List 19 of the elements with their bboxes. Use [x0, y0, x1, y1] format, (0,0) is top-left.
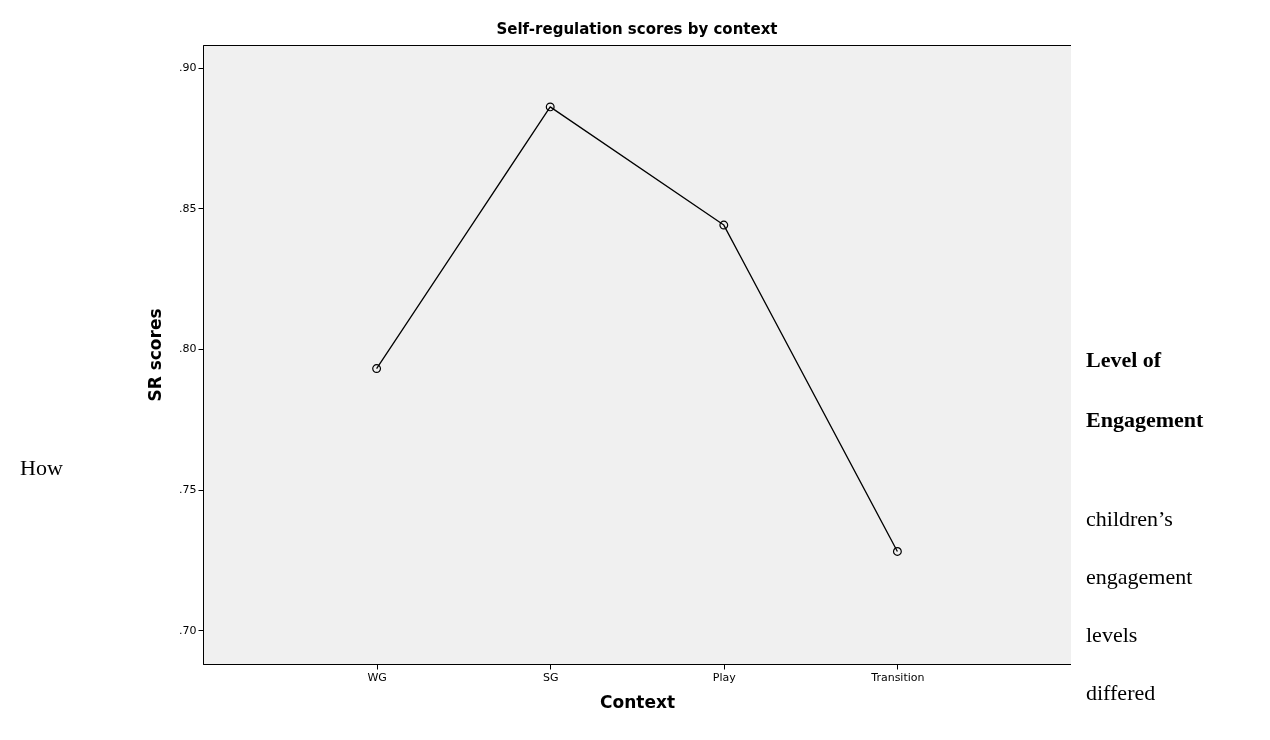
text: How	[20, 455, 63, 481]
text: Level of Engagement	[1086, 347, 1204, 432]
point	[372, 364, 382, 374]
y-tick-label: .90	[179, 61, 197, 75]
point	[719, 220, 729, 230]
text: children’s engagement levels differed	[1086, 506, 1193, 705]
x-tick-label: Transition	[870, 670, 925, 684]
y-tick-label: .75	[179, 483, 197, 497]
y-tick-label: .80	[179, 342, 197, 356]
chart-title: Self-regulation scores by context	[496, 20, 778, 38]
y-axis-title: SR scores	[145, 308, 166, 402]
x-tick-label: SG	[542, 670, 559, 684]
point	[892, 546, 902, 556]
x-tick-label: WG	[367, 670, 387, 684]
x-tick-label: Play	[712, 670, 737, 684]
y-tick-label: .85	[179, 201, 197, 215]
x-axis-title: Context	[599, 691, 676, 712]
point	[545, 102, 555, 112]
y-tick-label: .70	[179, 623, 197, 637]
